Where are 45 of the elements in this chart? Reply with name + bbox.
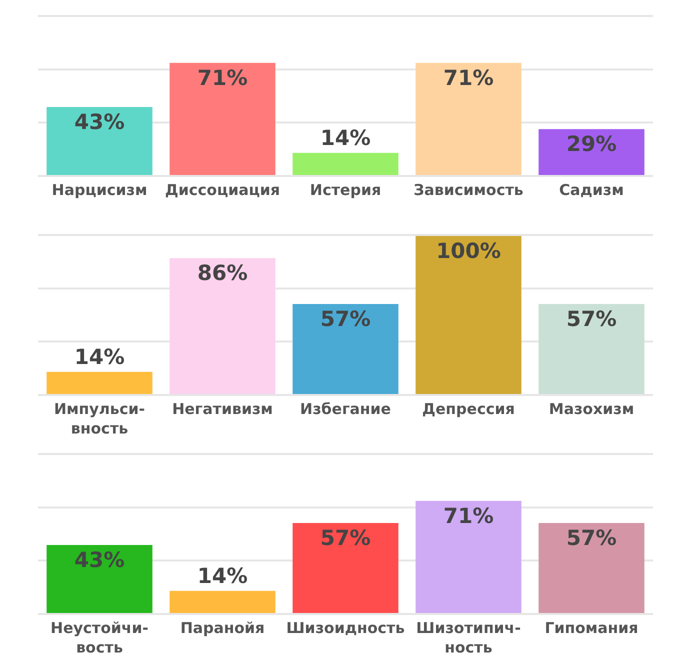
data-label: 14% xyxy=(320,126,371,150)
bar xyxy=(46,372,152,394)
bar xyxy=(292,152,398,175)
x-tick-label: Импульси-вность xyxy=(54,400,146,438)
x-tick-label: Диссоциация xyxy=(165,180,280,199)
data-label: 57% xyxy=(566,526,617,550)
x-tick-label: Паранойя xyxy=(180,618,265,637)
data-label: 14% xyxy=(74,344,125,369)
x-tick-label: Мазохизм xyxy=(548,400,634,418)
bar xyxy=(416,62,522,175)
bar xyxy=(170,590,276,613)
x-tick-label: Истерия xyxy=(310,180,382,199)
x-tick-label: Избегание xyxy=(300,400,391,418)
x-tick-label: Шизотипич-ность xyxy=(416,618,521,656)
x-tick-label: Зависимость xyxy=(414,180,524,199)
x-tick-label: Негативизм xyxy=(172,400,273,418)
data-label: 86% xyxy=(197,261,248,286)
bar xyxy=(170,62,276,175)
x-tick-label: Депрессия xyxy=(422,400,515,418)
data-label: 71% xyxy=(197,66,248,90)
bar xyxy=(538,129,644,175)
bar xyxy=(292,522,398,613)
bar xyxy=(46,545,152,613)
x-tick-label: Шизоидность xyxy=(286,618,405,637)
x-tick-label: Неустойчи-вость xyxy=(50,618,148,656)
bar xyxy=(416,236,522,394)
data-label: 43% xyxy=(74,548,125,572)
x-tick-label: Нарцисизм xyxy=(52,180,148,199)
data-label: 29% xyxy=(566,132,617,156)
data-label: 57% xyxy=(320,526,371,550)
bar xyxy=(46,107,152,175)
x-tick-label: Гипомания xyxy=(544,618,638,637)
bar xyxy=(170,258,276,394)
bar xyxy=(538,304,644,394)
bar xyxy=(538,522,644,613)
bar xyxy=(416,500,522,613)
data-label: 57% xyxy=(320,306,371,331)
x-tick-label: Садизм xyxy=(559,180,624,199)
data-label: 14% xyxy=(197,564,248,588)
data-label: 43% xyxy=(74,110,125,134)
data-label: 57% xyxy=(566,306,617,331)
data-label: 71% xyxy=(443,504,494,528)
data-label: 71% xyxy=(443,66,494,90)
bar xyxy=(292,304,398,394)
data-label: 100% xyxy=(436,239,501,263)
